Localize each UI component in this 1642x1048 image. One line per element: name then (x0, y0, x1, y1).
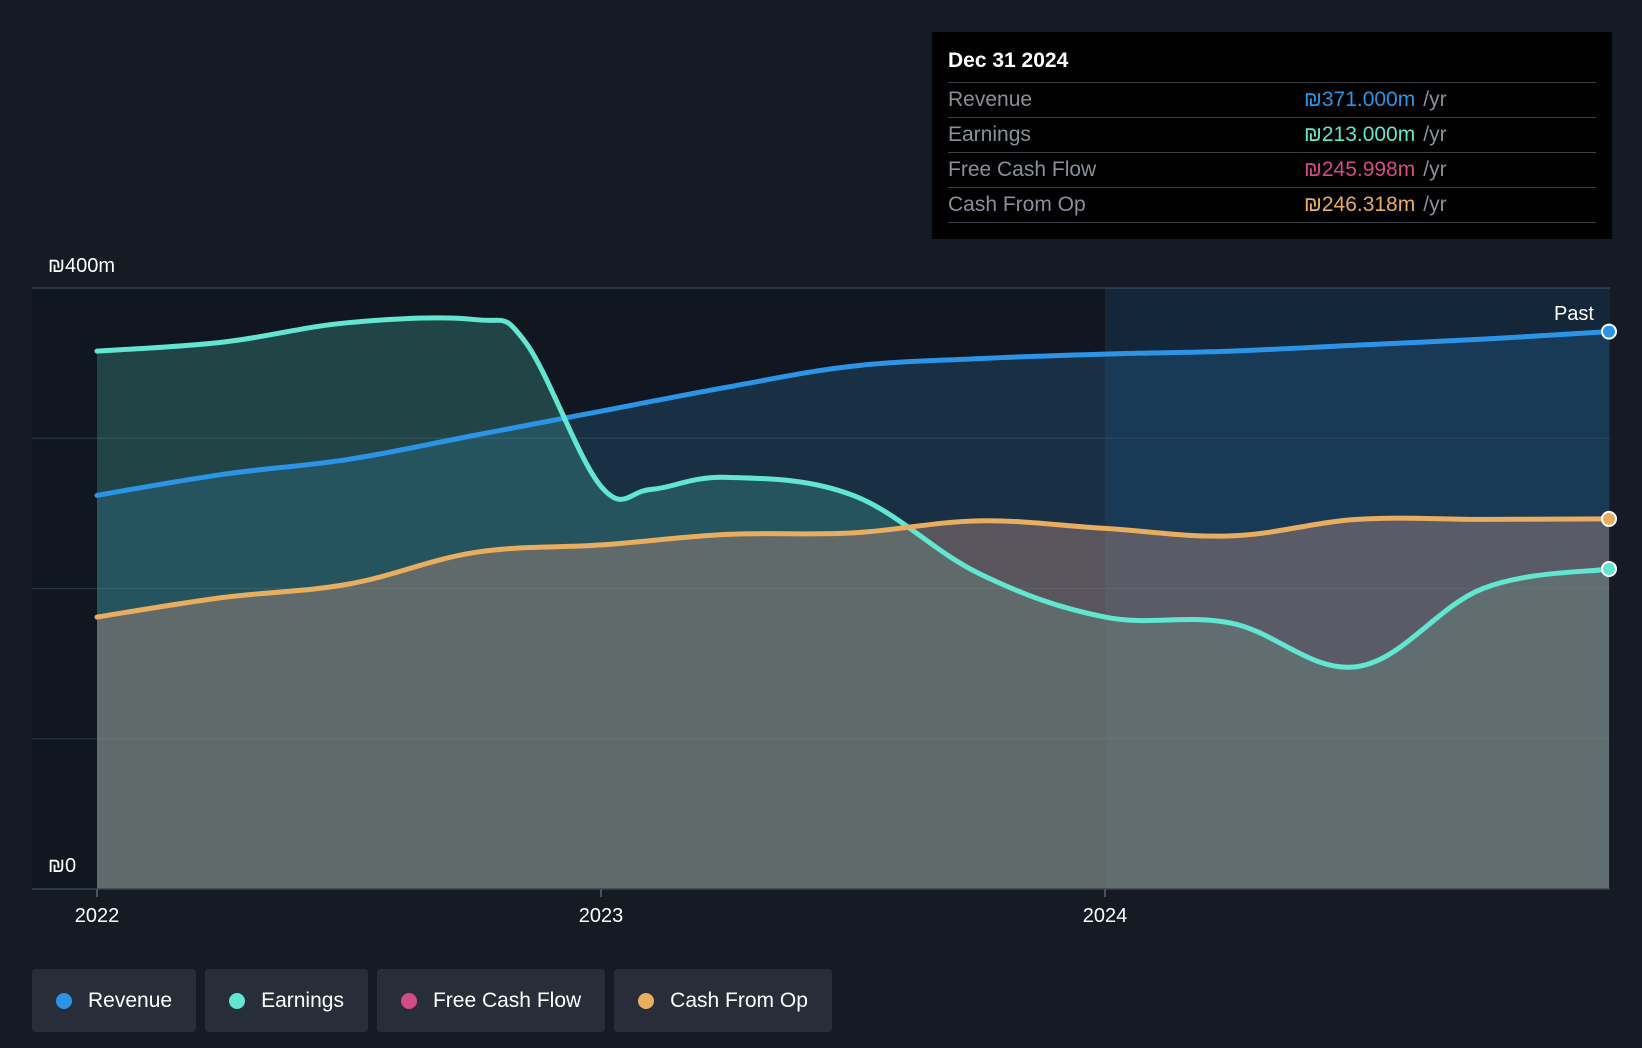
legend-item-revenue[interactable]: Revenue (32, 969, 197, 1032)
tooltip: Dec 31 2024 Revenue ₪371.000m /yr Earnin… (932, 32, 1612, 239)
tooltip-unit: /yr (1423, 193, 1447, 216)
cash-from-op-dot-icon (638, 992, 655, 1009)
tooltip-value: ₪246.318m (1304, 193, 1416, 216)
x-tick-label: 2024 (1083, 905, 1128, 927)
line-earnings (94, 315, 1612, 670)
tooltip-row-cash-from-op: Cash From Op ₪246.318m /yr (948, 187, 1596, 223)
tooltip-row-free-cash-flow: Free Cash Flow ₪245.998m /yr (948, 152, 1596, 187)
tooltip-value: ₪213.000m (1304, 123, 1416, 146)
tooltip-row-revenue: Revenue ₪371.000m /yr (948, 82, 1596, 117)
earnings-dot-icon (229, 992, 246, 1009)
legend-label: Cash From Op (670, 988, 808, 1012)
legend-item-earnings[interactable]: Earnings (205, 969, 368, 1032)
legend-label: Revenue (88, 988, 173, 1012)
area-earnings (97, 317, 1609, 889)
tooltip-unit: /yr (1423, 88, 1447, 111)
legend-item-cash-from-op[interactable]: Cash From Op (614, 969, 832, 1032)
line-revenue (94, 329, 1612, 498)
endpoint-earnings[interactable] (1601, 560, 1617, 577)
legend-label: Earnings (261, 988, 344, 1012)
legend: Revenue Earnings Free Cash Flow Cash Fro… (32, 969, 832, 1032)
tooltip-unit: /yr (1423, 158, 1447, 181)
past-label: Past (1554, 303, 1594, 325)
endpoint-revenue[interactable] (1601, 323, 1617, 340)
tooltip-row-earnings: Earnings ₪213.000m /yr (948, 117, 1596, 152)
tooltip-label: Earnings (948, 123, 1031, 146)
x-tick-label: 2023 (579, 905, 624, 927)
legend-item-free-cash-flow[interactable]: Free Cash Flow (376, 969, 606, 1032)
tooltip-value: ₪245.998m (1304, 158, 1416, 181)
y-axis-label-max: ₪400m (48, 255, 115, 277)
area-revenue (97, 331, 1609, 889)
endpoint-cash-from-op[interactable] (1601, 510, 1617, 527)
tooltip-label: Free Cash Flow (948, 158, 1097, 181)
y-axis-label-min: ₪0 (48, 855, 76, 877)
tooltip-label: Cash From Op (948, 193, 1086, 216)
legend-label: Free Cash Flow (432, 988, 582, 1012)
x-tick-label: 2022 (75, 905, 120, 927)
area-cash-from-op (97, 518, 1609, 889)
revenue-dot-icon (56, 992, 72, 1009)
free-cash-flow-dot-icon (400, 992, 417, 1009)
tooltip-date: Dec 31 2024 (948, 49, 1069, 72)
line-cash-from-op (94, 515, 1612, 620)
tooltip-value: ₪371.000m (1304, 88, 1416, 111)
tooltip-label: Revenue (948, 88, 1033, 111)
tooltip-unit: /yr (1423, 123, 1447, 146)
